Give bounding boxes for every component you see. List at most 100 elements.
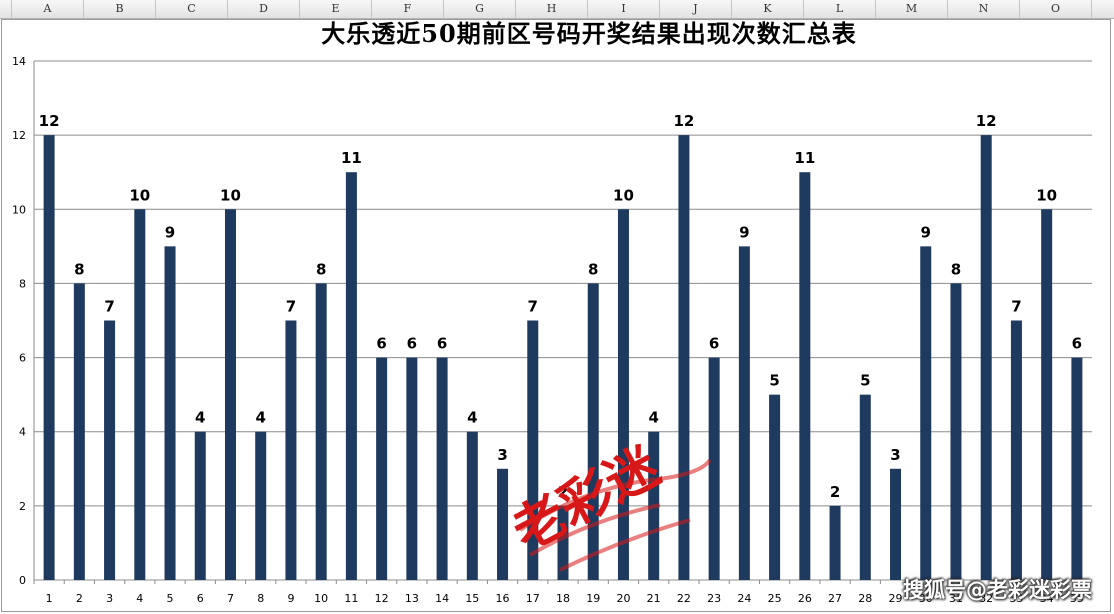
x-tick-label-3: 3 bbox=[106, 592, 113, 605]
x-tick-label-11: 11 bbox=[344, 592, 358, 605]
bar-4 bbox=[134, 209, 146, 581]
y-tick-label: 14 bbox=[12, 55, 26, 68]
bar-33 bbox=[1010, 320, 1022, 580]
x-tick-label-30: 30 bbox=[919, 592, 933, 605]
x-tick-label-10: 10 bbox=[314, 592, 328, 605]
x-tick-label-12: 12 bbox=[375, 592, 389, 605]
bar-12 bbox=[376, 357, 388, 580]
data-label-34: 10 bbox=[1036, 186, 1057, 204]
x-tick-label-35: 35 bbox=[1070, 592, 1084, 605]
x-tick-label-19: 19 bbox=[586, 592, 600, 605]
bar-3 bbox=[104, 320, 116, 580]
bar-16 bbox=[497, 468, 509, 580]
x-tick-label-5: 5 bbox=[167, 592, 174, 605]
bar-30 bbox=[920, 246, 932, 580]
data-label-12: 6 bbox=[376, 335, 386, 353]
data-label-10: 8 bbox=[316, 260, 326, 278]
data-label-25: 5 bbox=[769, 372, 779, 390]
data-label-13: 6 bbox=[407, 335, 417, 353]
x-tick-label-4: 4 bbox=[136, 592, 143, 605]
column-header-k[interactable]: K bbox=[732, 0, 804, 18]
column-header-m[interactable]: M bbox=[876, 0, 948, 18]
column-header-f[interactable]: F bbox=[372, 0, 444, 18]
x-tick-label-1: 1 bbox=[46, 592, 53, 605]
column-header-h[interactable]: H bbox=[516, 0, 588, 18]
column-header-o[interactable]: O bbox=[1020, 0, 1092, 18]
y-tick-label: 6 bbox=[19, 352, 26, 365]
x-tick-label-31: 31 bbox=[949, 592, 963, 605]
x-tick-label-25: 25 bbox=[768, 592, 782, 605]
watermark-caption: 搜狐号@老彩迷彩票 bbox=[903, 578, 1092, 602]
bar-35 bbox=[1071, 357, 1083, 580]
data-label-29: 3 bbox=[890, 446, 900, 464]
data-label-17: 7 bbox=[528, 298, 538, 316]
x-tick-label-7: 7 bbox=[227, 592, 234, 605]
bar-13 bbox=[406, 357, 418, 580]
bar-8 bbox=[255, 431, 267, 580]
bar-22 bbox=[678, 135, 690, 580]
data-label-32: 12 bbox=[976, 112, 997, 130]
data-label-31: 8 bbox=[951, 260, 961, 278]
data-label-7: 10 bbox=[220, 186, 241, 204]
data-label-19: 8 bbox=[588, 260, 598, 278]
column-header-e[interactable]: E bbox=[300, 0, 372, 18]
bar-29 bbox=[890, 468, 902, 580]
data-label-4: 10 bbox=[129, 186, 150, 204]
x-tick-label-17: 17 bbox=[526, 592, 540, 605]
bar-18 bbox=[557, 505, 569, 580]
x-tick-label-28: 28 bbox=[858, 592, 872, 605]
data-label-33: 7 bbox=[1011, 298, 1021, 316]
bar-19 bbox=[587, 283, 599, 580]
bar-7 bbox=[224, 209, 236, 581]
x-tick-label-15: 15 bbox=[465, 592, 479, 605]
bar-27 bbox=[829, 505, 841, 580]
data-label-2: 8 bbox=[74, 260, 84, 278]
bar-21 bbox=[648, 431, 660, 580]
bar-26 bbox=[799, 172, 811, 580]
bar-11 bbox=[345, 172, 357, 580]
y-tick-label: 12 bbox=[12, 129, 26, 142]
column-header-d[interactable]: D bbox=[228, 0, 300, 18]
data-label-3: 7 bbox=[104, 298, 114, 316]
data-label-5: 9 bbox=[165, 223, 175, 241]
column-header-i[interactable]: I bbox=[588, 0, 660, 18]
column-header-j[interactable]: J bbox=[660, 0, 732, 18]
data-label-8: 4 bbox=[255, 409, 265, 427]
y-tick-label: 8 bbox=[19, 277, 26, 290]
bar-5 bbox=[164, 246, 176, 580]
data-label-30: 9 bbox=[921, 223, 931, 241]
column-header-g[interactable]: G bbox=[444, 0, 516, 18]
y-tick-label: 0 bbox=[19, 574, 26, 587]
data-label-21: 4 bbox=[648, 409, 658, 427]
bar-28 bbox=[859, 394, 871, 580]
bar-17 bbox=[527, 320, 539, 580]
data-label-22: 12 bbox=[673, 112, 694, 130]
bar-24 bbox=[738, 246, 750, 580]
data-label-9: 7 bbox=[286, 298, 296, 316]
x-tick-label-14: 14 bbox=[435, 592, 449, 605]
x-tick-label-20: 20 bbox=[616, 592, 630, 605]
x-tick-label-34: 34 bbox=[1040, 592, 1054, 605]
y-tick-label: 2 bbox=[19, 500, 26, 513]
x-tick-label-24: 24 bbox=[737, 592, 751, 605]
x-tick-label-8: 8 bbox=[257, 592, 264, 605]
x-tick-label-23: 23 bbox=[707, 592, 721, 605]
column-header-a[interactable]: A bbox=[12, 0, 84, 18]
column-header-c[interactable]: C bbox=[156, 0, 228, 18]
column-header-l[interactable]: L bbox=[804, 0, 876, 18]
x-tick-label-26: 26 bbox=[798, 592, 812, 605]
row-header-corner[interactable] bbox=[0, 0, 12, 18]
x-tick-label-6: 6 bbox=[197, 592, 204, 605]
data-label-23: 6 bbox=[709, 335, 719, 353]
bar-23 bbox=[708, 357, 720, 580]
x-tick-label-13: 13 bbox=[405, 592, 419, 605]
x-tick-label-21: 21 bbox=[647, 592, 661, 605]
column-header-n[interactable]: N bbox=[948, 0, 1020, 18]
data-label-27: 2 bbox=[830, 483, 840, 501]
x-tick-label-16: 16 bbox=[496, 592, 510, 605]
data-label-6: 4 bbox=[195, 409, 205, 427]
column-header-b[interactable]: B bbox=[84, 0, 156, 18]
x-tick-label-29: 29 bbox=[889, 592, 903, 605]
bar-2 bbox=[73, 283, 85, 580]
